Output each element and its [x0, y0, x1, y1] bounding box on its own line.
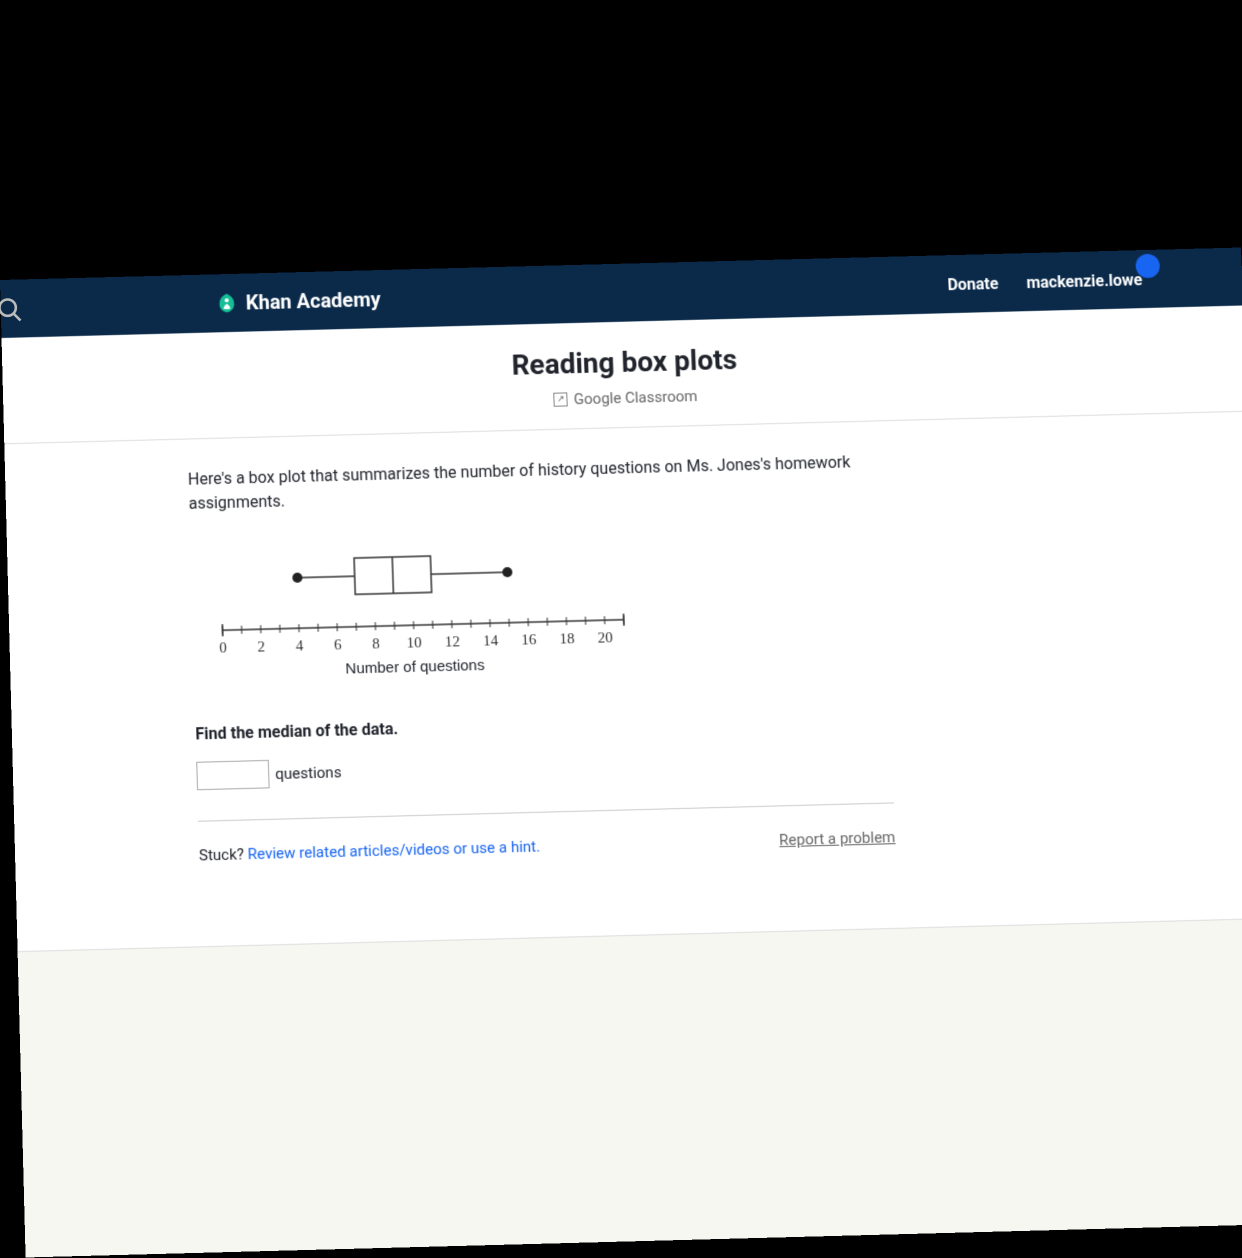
svg-text:20: 20 — [597, 630, 613, 647]
username-text: mackenzie.lowe — [1026, 270, 1143, 292]
svg-text:4: 4 — [296, 638, 305, 654]
header-nav: Donate mackenzie.lowe — [947, 268, 1223, 294]
problem-intro: Here's a box plot that summarizes the nu… — [188, 449, 910, 516]
boxplot-svg: 0 2 4 6 8 10 12 14 16 18 20 Number of questions — [208, 532, 645, 685]
avatar-icon — [1135, 253, 1160, 278]
classroom-label: Google Classroom — [574, 387, 698, 408]
help-footer: Stuck? Review related articles/videos or… — [199, 828, 899, 946]
answer-units: questions — [275, 763, 342, 783]
svg-text:18: 18 — [559, 631, 575, 648]
divider — [198, 802, 894, 821]
content-area: Reading box plots ↗ Google Classroom Her… — [2, 305, 1242, 952]
svg-text:Number of questions: Number of questions — [345, 657, 485, 678]
boxplot-chart: 0 2 4 6 8 10 12 14 16 18 20 Number of questions — [208, 525, 917, 689]
leaf-icon — [215, 292, 238, 315]
stuck-prefix: Stuck? — [199, 845, 248, 865]
svg-text:8: 8 — [372, 636, 380, 652]
svg-text:14: 14 — [483, 633, 499, 650]
username-link[interactable]: mackenzie.lowe — [1026, 270, 1143, 292]
question-text: Find the median of the data. — [195, 705, 919, 743]
problem-area: Here's a box plot that summarizes the nu… — [4, 421, 927, 951]
svg-text:10: 10 — [406, 635, 422, 652]
search-icon[interactable] — [0, 296, 24, 328]
brand-name: Khan Academy — [245, 287, 381, 315]
answer-input[interactable] — [196, 760, 269, 790]
svg-text:2: 2 — [257, 639, 265, 655]
svg-text:12: 12 — [445, 634, 461, 651]
svg-text:6: 6 — [334, 637, 343, 653]
stuck-text: Stuck? Review related articles/videos or… — [199, 837, 541, 864]
brand-logo[interactable]: Khan Academy — [215, 287, 381, 315]
donate-link[interactable]: Donate — [947, 273, 999, 293]
hint-link[interactable]: Review related articles/videos or use a … — [248, 837, 541, 863]
answer-row: questions — [196, 743, 921, 791]
svg-text:0: 0 — [219, 640, 227, 656]
report-problem-link[interactable]: Report a problem — [779, 828, 896, 849]
page-viewport: Khan Academy Donate mackenzie.lowe Readi… — [0, 248, 1242, 1258]
share-icon: ↗ — [554, 392, 569, 406]
svg-text:16: 16 — [521, 632, 537, 649]
